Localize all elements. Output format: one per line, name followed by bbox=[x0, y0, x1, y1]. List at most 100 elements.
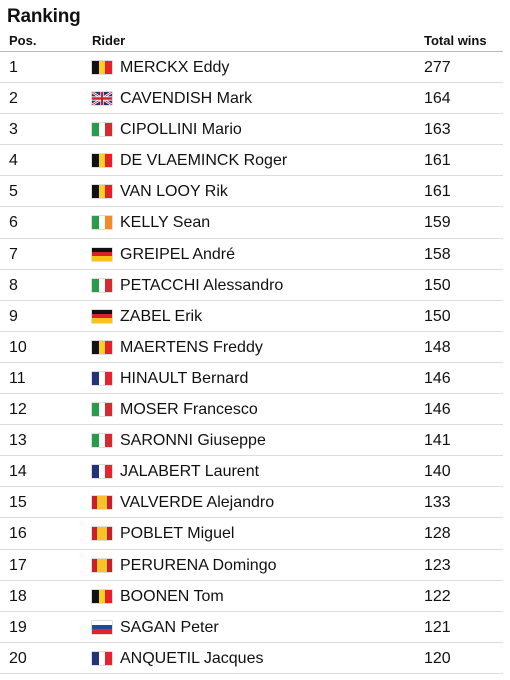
rank-position: 2 bbox=[9, 90, 18, 108]
belgium-flag-icon bbox=[92, 185, 112, 199]
germany-flag-icon bbox=[92, 309, 112, 323]
table-row: 12 MOSER Francesco 146 bbox=[0, 394, 503, 426]
rider-name: PETACCHI Alessandro bbox=[120, 276, 284, 294]
table-row: 3 CIPOLLINI Mario 163 bbox=[0, 114, 503, 146]
rank-position: 4 bbox=[9, 152, 18, 170]
italy-flag-icon bbox=[92, 123, 112, 137]
total-wins: 159 bbox=[424, 214, 451, 232]
rank-position: 18 bbox=[9, 587, 27, 605]
rider-name: PERURENA Domingo bbox=[120, 556, 277, 574]
belgium-flag-icon bbox=[92, 61, 112, 74]
rank-position: 14 bbox=[9, 463, 27, 481]
ranking-table-body: 1 MERCKX Eddy 277 2 CAVENDISH Mark 164 3 CIPOLL… bbox=[0, 52, 503, 674]
rank-position: 3 bbox=[9, 121, 18, 139]
total-wins: 161 bbox=[424, 152, 451, 170]
table-row: 20 ANQUETIL Jacques 120 bbox=[0, 643, 503, 674]
rider-name: KELLY Sean bbox=[120, 214, 211, 232]
germany-flag-icon bbox=[92, 247, 112, 261]
table-row: 4 DE VLAEMINCK Roger 161 bbox=[0, 145, 503, 177]
spain-flag-icon bbox=[92, 527, 112, 541]
rank-position: 17 bbox=[9, 556, 27, 574]
belgium-flag-icon bbox=[92, 154, 112, 168]
rider-name: ANQUETIL Jacques bbox=[120, 649, 264, 667]
rank-position: 7 bbox=[9, 245, 18, 263]
rank-position: 10 bbox=[9, 338, 27, 356]
total-wins: 164 bbox=[424, 90, 451, 108]
rider-name: ZABEL Erik bbox=[120, 307, 203, 325]
belgium-flag-icon bbox=[92, 340, 112, 354]
rank-position: 9 bbox=[9, 307, 18, 325]
total-wins: 150 bbox=[424, 307, 451, 325]
rank-position: 19 bbox=[9, 618, 27, 636]
table-row: 6 KELLY Sean 159 bbox=[0, 207, 503, 239]
column-header-pos: Pos. bbox=[9, 33, 37, 48]
united-kingdom-flag-icon bbox=[92, 92, 112, 106]
france-flag-icon bbox=[92, 371, 112, 385]
spain-flag-icon bbox=[92, 558, 112, 572]
rider-name: CIPOLLINI Mario bbox=[120, 121, 242, 139]
table-row: 5 VAN LOOY Rik 161 bbox=[0, 176, 503, 208]
table-row: 10 MAERTENS Freddy 148 bbox=[0, 332, 503, 363]
rank-position: 13 bbox=[9, 432, 27, 450]
total-wins: 158 bbox=[424, 245, 451, 263]
rider-name: GREIPEL André bbox=[120, 245, 236, 263]
total-wins: 133 bbox=[424, 494, 451, 512]
rank-position: 1 bbox=[9, 59, 18, 76]
page-title: Ranking bbox=[7, 6, 81, 27]
rank-position: 11 bbox=[9, 369, 26, 387]
slovakia-flag-icon bbox=[92, 620, 112, 634]
rider-name: DE VLAEMINCK Roger bbox=[120, 152, 288, 170]
table-row: 18 BOONEN Tom 122 bbox=[0, 581, 503, 612]
total-wins: 277 bbox=[424, 59, 451, 76]
total-wins: 141 bbox=[424, 432, 451, 450]
total-wins: 146 bbox=[424, 369, 451, 387]
total-wins: 146 bbox=[424, 401, 451, 419]
italy-flag-icon bbox=[92, 403, 112, 417]
rank-position: 12 bbox=[9, 401, 27, 419]
rider-name: VALVERDE Alejandro bbox=[120, 494, 275, 512]
table-row: 16 POBLET Miguel 128 bbox=[0, 518, 503, 550]
rider-name: MERCKX Eddy bbox=[120, 59, 230, 76]
table-row: 11 HINAULT Bernard 146 bbox=[0, 363, 503, 395]
table-row: 8 PETACCHI Alessandro 150 bbox=[0, 270, 503, 301]
column-header-rider: Rider bbox=[92, 33, 126, 48]
table-row: 9 ZABEL Erik 150 bbox=[0, 301, 503, 332]
rank-position: 8 bbox=[9, 276, 18, 294]
total-wins: 150 bbox=[424, 276, 451, 294]
table-row: 2 CAVENDISH Mark 164 bbox=[0, 83, 503, 115]
rank-position: 6 bbox=[9, 214, 18, 232]
table-row: 15 VALVERDE Alejandro 133 bbox=[0, 487, 503, 519]
italy-flag-icon bbox=[92, 434, 112, 448]
table-row: 17 PERURENA Domingo 123 bbox=[0, 550, 503, 581]
rank-position: 20 bbox=[9, 649, 27, 667]
rank-position: 15 bbox=[9, 494, 27, 512]
rider-name: SARONNI Giuseppe bbox=[120, 432, 266, 450]
header-divider bbox=[0, 51, 503, 52]
rider-name: CAVENDISH Mark bbox=[120, 90, 253, 108]
ireland-flag-icon bbox=[92, 216, 112, 230]
rider-name: POBLET Miguel bbox=[120, 525, 235, 543]
table-row: 13 SARONNI Giuseppe 141 bbox=[0, 425, 503, 457]
total-wins: 120 bbox=[424, 649, 451, 667]
total-wins: 121 bbox=[424, 618, 451, 636]
rider-name: MOSER Francesco bbox=[120, 401, 258, 419]
table-row: 7 GREIPEL André 158 bbox=[0, 239, 503, 270]
total-wins: 123 bbox=[424, 556, 451, 574]
total-wins: 128 bbox=[424, 525, 451, 543]
france-flag-icon bbox=[92, 465, 112, 479]
total-wins: 161 bbox=[424, 183, 451, 201]
belgium-flag-icon bbox=[92, 589, 112, 603]
spain-flag-icon bbox=[92, 496, 112, 510]
rider-name: BOONEN Tom bbox=[120, 587, 224, 605]
table-row: 19 SAGAN Peter 121 bbox=[0, 612, 503, 643]
rider-name: MAERTENS Freddy bbox=[120, 338, 263, 356]
total-wins: 140 bbox=[424, 463, 451, 481]
rider-name: HINAULT Bernard bbox=[120, 369, 249, 387]
total-wins: 122 bbox=[424, 587, 451, 605]
total-wins: 163 bbox=[424, 121, 451, 139]
rider-name: VAN LOOY Rik bbox=[120, 183, 228, 201]
table-row: 1 MERCKX Eddy 277 bbox=[0, 52, 503, 84]
total-wins: 148 bbox=[424, 338, 451, 356]
rider-name: JALABERT Laurent bbox=[120, 463, 260, 481]
